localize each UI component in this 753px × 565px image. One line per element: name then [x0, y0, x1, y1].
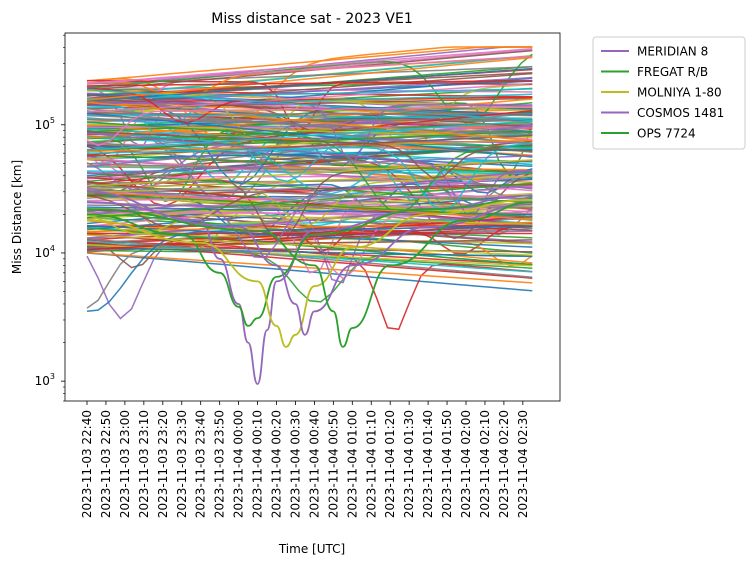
x-tick-label: 2023-11-03 22:50 — [99, 410, 113, 518]
legend-entry: MOLNIYA 1-80 — [637, 86, 722, 100]
background-trajectory — [86, 247, 533, 258]
background-trajectory — [86, 72, 533, 106]
x-tick-label: 2023-11-04 02:10 — [478, 410, 492, 518]
x-tick-label: 2023-11-04 01:20 — [383, 410, 397, 518]
background-trajectory — [86, 48, 533, 165]
x-tick-label: 2023-11-04 01:40 — [421, 410, 435, 518]
x-tick-label: 2023-11-04 00:10 — [251, 410, 265, 518]
x-tick-label: 2023-11-03 23:00 — [118, 410, 132, 518]
background-trajectory — [86, 225, 533, 312]
background-trajectory — [86, 79, 533, 87]
x-tick-label: 2023-11-04 00:50 — [326, 410, 340, 518]
background-trajectory — [86, 227, 533, 266]
legend-entry: COSMOS 1481 — [637, 106, 724, 120]
background-trajectory — [86, 154, 533, 175]
x-tick-label: 2023-11-04 00:40 — [307, 410, 321, 518]
series-line — [86, 190, 533, 385]
background-trajectory — [86, 191, 533, 213]
background-trajectory — [86, 251, 533, 284]
plot-area-frame — [64, 32, 561, 402]
background-trajectory — [86, 148, 533, 160]
background-trajectory — [86, 170, 533, 175]
background-trajectory — [86, 171, 533, 201]
x-tick-label: 2023-11-04 02:30 — [516, 410, 530, 518]
background-trajectory — [86, 46, 533, 82]
x-tick-label: 2023-11-04 02:00 — [459, 410, 473, 518]
legend-entry: OPS 7724 — [637, 127, 696, 141]
background-trajectory — [86, 120, 533, 151]
series-line — [86, 198, 533, 327]
x-tick-label: 2023-11-03 22:40 — [80, 410, 94, 518]
background-trajectory — [86, 217, 533, 239]
background-trajectory — [86, 46, 533, 141]
x-tick-label: 2023-11-04 00:00 — [232, 410, 246, 518]
background-trajectory — [86, 106, 533, 147]
background-trajectory — [86, 114, 533, 136]
background-trajectory — [86, 132, 533, 214]
background-lines — [86, 46, 534, 331]
x-tick-label: 2023-11-04 01:00 — [345, 410, 359, 518]
background-trajectory — [86, 88, 533, 122]
background-trajectory — [86, 67, 533, 102]
background-trajectory — [86, 162, 533, 236]
background-trajectory — [86, 208, 533, 220]
background-trajectory — [86, 82, 533, 113]
background-trajectory — [86, 182, 533, 219]
y-axis-label: Miss Distance [km] — [10, 160, 24, 274]
background-trajectory — [86, 88, 533, 100]
x-tick-label: 2023-11-03 23:20 — [156, 410, 170, 518]
x-tick-label: 2023-11-04 02:20 — [497, 410, 511, 518]
background-trajectory — [86, 134, 533, 158]
x-tick-label: 2023-11-04 01:30 — [402, 410, 416, 518]
background-trajectory — [86, 108, 533, 144]
background-trajectory — [86, 170, 533, 259]
x-tick-label: 2023-11-03 23:30 — [175, 410, 189, 518]
x-axis-label: Time [UTC] — [278, 542, 345, 556]
background-trajectory — [86, 55, 533, 84]
legend-entry: MERIDIAN 8 — [637, 45, 708, 59]
background-trajectory — [86, 240, 533, 273]
x-tick-label: 2023-11-04 01:50 — [440, 410, 454, 518]
background-trajectory — [87, 118, 533, 122]
background-trajectory — [86, 243, 533, 267]
x-tick-label: 2023-11-04 00:30 — [288, 410, 302, 518]
background-trajectory — [86, 56, 533, 101]
x-tick-label: 2023-11-03 23:40 — [194, 410, 208, 518]
series-lines — [86, 190, 533, 385]
x-tick-label: 2023-11-03 23:10 — [137, 410, 151, 518]
x-tick-label: 2023-11-04 01:10 — [364, 410, 378, 518]
legend: MERIDIAN 8 FREGAT R/B MOLNIYA 1-80 COSMOS 1… — [592, 36, 746, 150]
background-trajectory — [86, 131, 533, 179]
background-trajectory — [86, 185, 533, 203]
x-tick-label: 2023-11-03 23:50 — [213, 410, 227, 518]
series-line — [86, 198, 533, 348]
series-line — [86, 201, 533, 348]
background-trajectory — [86, 101, 533, 142]
background-trajectory — [86, 183, 533, 229]
background-trajectory — [86, 238, 533, 278]
legend-entry: FREGAT R/B — [637, 65, 708, 79]
x-axis: 2023-11-03 22:40 2023-11-03 22:50 2023-11-… — [80, 401, 530, 518]
background-trajectory — [86, 121, 533, 214]
series-line — [86, 201, 533, 336]
background-trajectory — [86, 157, 533, 192]
background-trajectory — [87, 126, 533, 129]
background-trajectory — [86, 213, 533, 235]
background-trajectory — [86, 47, 533, 85]
legend-box — [592, 36, 746, 150]
chart-title: Miss distance sat - 2023 VE1 — [211, 11, 413, 27]
x-tick-label: 2023-11-04 00:20 — [270, 410, 284, 518]
background-trajectory — [86, 223, 533, 255]
